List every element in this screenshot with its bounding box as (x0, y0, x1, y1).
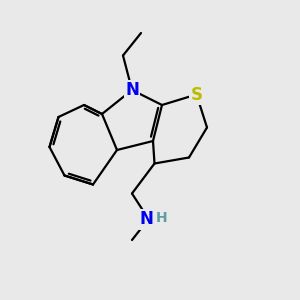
Text: H: H (156, 211, 168, 224)
Text: N: N (125, 81, 139, 99)
Text: S: S (190, 85, 202, 103)
Text: N: N (139, 210, 153, 228)
